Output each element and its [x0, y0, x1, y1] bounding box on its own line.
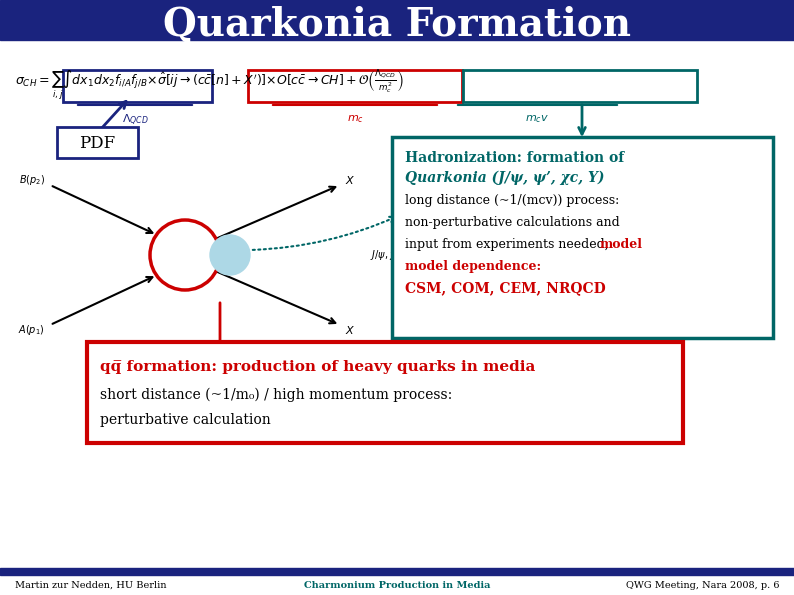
- Text: Quarkonia Formation: Quarkonia Formation: [163, 6, 631, 44]
- FancyBboxPatch shape: [248, 70, 462, 102]
- Text: Martin zur Nedden, HU Berlin: Martin zur Nedden, HU Berlin: [15, 581, 167, 590]
- Text: Hadronization: formation of: Hadronization: formation of: [405, 151, 624, 165]
- Text: perturbative calculation: perturbative calculation: [100, 413, 271, 427]
- Text: model: model: [600, 237, 643, 250]
- Text: $A(p_1)$: $A(p_1)$: [18, 323, 45, 337]
- Text: Charmonium Production in Media: Charmonium Production in Media: [304, 581, 490, 590]
- FancyBboxPatch shape: [63, 70, 212, 102]
- Text: Quarkonia (J/ψ, ψ’, χc, Υ): Quarkonia (J/ψ, ψ’, χc, Υ): [405, 171, 604, 185]
- Text: $m_c$: $m_c$: [346, 113, 364, 125]
- Bar: [0, 568, 794, 570]
- Circle shape: [210, 235, 250, 275]
- Text: $X$: $X$: [345, 324, 355, 336]
- Text: $m_c v$: $m_c v$: [525, 113, 549, 125]
- Text: $X$: $X$: [345, 174, 355, 186]
- FancyBboxPatch shape: [87, 342, 683, 443]
- Text: $\sigma_{CH} = \sum_{i,j} \int dx_1 dx_2 f_{i/A} f_{j/B}$$\times \hat{\sigma}[ij: $\sigma_{CH} = \sum_{i,j} \int dx_1 dx_2…: [15, 67, 403, 102]
- Text: short distance (~1/m₀) / high momentum process:: short distance (~1/m₀) / high momentum p…: [100, 388, 453, 402]
- Text: input from experiments needed,: input from experiments needed,: [405, 237, 613, 250]
- FancyBboxPatch shape: [463, 70, 697, 102]
- Text: qq̅ formation: production of heavy quarks in media: qq̅ formation: production of heavy quark…: [100, 360, 535, 374]
- Text: $B(p_2)$: $B(p_2)$: [19, 173, 45, 187]
- Text: $J/\psi, \chi_c...$: $J/\psi, \chi_c...$: [370, 248, 413, 262]
- Text: non-perturbative calculations and: non-perturbative calculations and: [405, 215, 620, 228]
- FancyBboxPatch shape: [57, 127, 138, 158]
- Text: model dependence:: model dependence:: [405, 259, 542, 273]
- Text: $\Lambda_{QCD}$: $\Lambda_{QCD}$: [121, 113, 148, 128]
- Text: CSM, COM, CEM, NRQCD: CSM, COM, CEM, NRQCD: [405, 281, 606, 295]
- Text: QWG Meeting, Nara 2008, p. 6: QWG Meeting, Nara 2008, p. 6: [626, 581, 779, 590]
- Bar: [0, 0, 794, 40]
- FancyBboxPatch shape: [392, 137, 773, 338]
- Text: PDF: PDF: [79, 134, 115, 152]
- Text: long distance (~1/(mcv)) process:: long distance (~1/(mcv)) process:: [405, 193, 619, 206]
- Bar: [0, 570, 794, 575]
